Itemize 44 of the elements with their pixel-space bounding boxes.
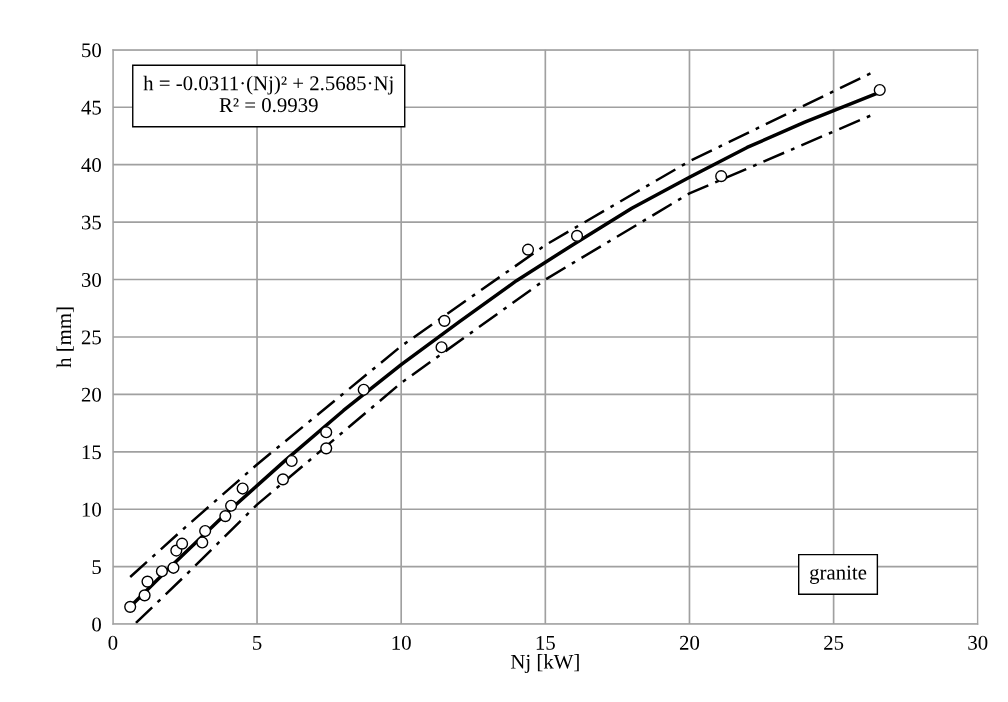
x-tick-label: 0: [108, 635, 118, 650]
y-tick-label: 30: [81, 272, 101, 287]
annotation: granite: [810, 565, 867, 584]
x-axis-title: Nj [kW]: [510, 654, 579, 673]
point: [176, 537, 189, 550]
y-tick-label: 25: [81, 330, 101, 345]
point: [276, 473, 290, 486]
y-tick-label: 35: [81, 215, 101, 230]
point: [570, 229, 584, 242]
point: [873, 83, 886, 97]
point: [715, 170, 728, 183]
annotation: h = -0.0311·(Nj)² + 2.5685·Nj R² = 0.9939: [143, 75, 393, 113]
y-tick-label: 5: [92, 560, 101, 575]
point: [285, 454, 298, 468]
point: [155, 565, 168, 578]
x-tick-label: 25: [824, 635, 844, 650]
point: [225, 499, 238, 512]
point: [320, 442, 333, 455]
x-tick-label: 10: [392, 635, 411, 650]
point: [167, 561, 180, 574]
point: [521, 243, 535, 256]
x-tick-label: 30: [968, 635, 988, 650]
point: [236, 482, 249, 495]
y-tick-label: 15: [82, 445, 101, 460]
y-axis-title: h [mm]: [56, 307, 74, 368]
point: [124, 600, 137, 613]
point: [438, 314, 451, 327]
point: [435, 341, 448, 354]
x-tick-label: 15: [536, 635, 555, 650]
y-tick-label: 10: [82, 502, 101, 517]
x-tick-label: 20: [679, 635, 700, 650]
point: [199, 524, 212, 538]
y-tick-label: 40: [81, 158, 101, 173]
y-tick-label: 20: [81, 387, 101, 402]
point: [320, 426, 333, 439]
x-tick-label: 5: [253, 636, 262, 650]
point: [196, 536, 209, 549]
point: [138, 589, 151, 602]
y-tick-label: 50: [82, 43, 101, 58]
point: [357, 383, 370, 396]
y-tick-label: 45: [81, 100, 101, 115]
point: [219, 510, 232, 523]
y-tick-label: 0: [92, 617, 101, 632]
point: [141, 575, 154, 588]
